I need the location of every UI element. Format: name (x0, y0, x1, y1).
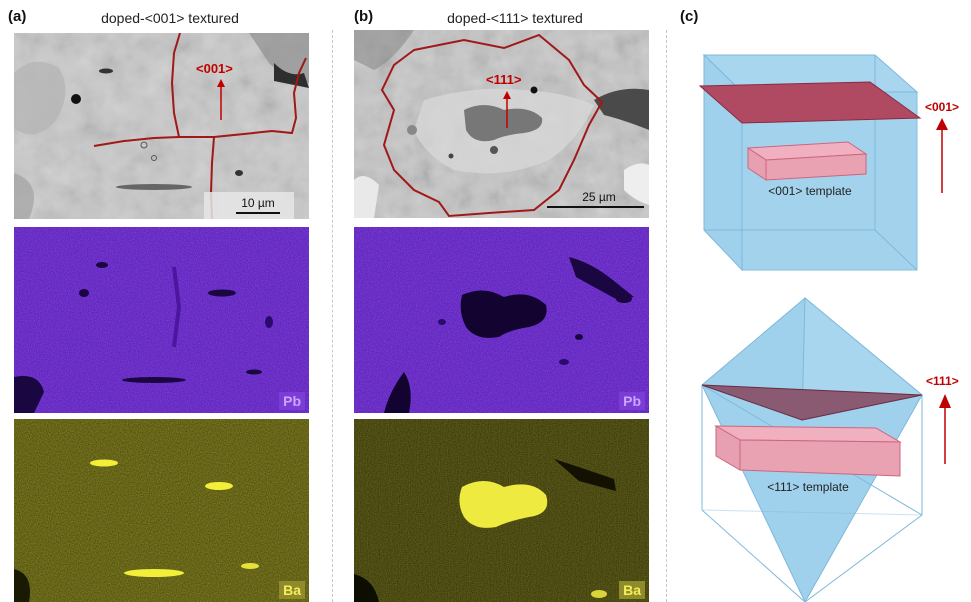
direction-111-label: <111> (926, 374, 959, 388)
ba-map-a-graphic (14, 419, 309, 602)
pb-map-b: Pb (354, 227, 649, 413)
panel-c-label: (c) (680, 8, 699, 25)
ba-map-b: Ba (354, 419, 649, 602)
panel-b-title: doped-<111> textured (447, 10, 583, 26)
panel-c-schematics: <001> template <001> <111> template <111… (680, 30, 971, 602)
sem-image-b: <111> 25 µm (354, 30, 649, 218)
panel-b-label: (b) (354, 8, 374, 25)
sem-image-a: <001> 10 µm (14, 33, 309, 219)
panel-b-direction-label: <111> (486, 72, 522, 87)
cube-001 (698, 53, 948, 272)
panel-b-scalebar-label: 25 µm (582, 190, 616, 204)
panel-a-label: (a) (8, 8, 27, 25)
ba-map-b-graphic (354, 419, 649, 602)
sem-image-a-graphic (14, 33, 309, 219)
pb-map-a-graphic (14, 227, 309, 413)
pb-element-tag-b: Pb (619, 392, 645, 410)
divider-right (666, 30, 667, 602)
octahedron-111 (701, 296, 951, 602)
pb-element-tag-a: Pb (279, 392, 305, 410)
panel-a-scalebar-label: 10 µm (241, 196, 275, 210)
panel-c-graphic (698, 53, 951, 602)
ba-element-tag-a: Ba (279, 581, 305, 599)
pb-map-b-graphic (354, 227, 649, 413)
ba-map-a: Ba (14, 419, 309, 602)
template-001-label: <001> template (768, 184, 852, 198)
template-111-label: <111> template (767, 480, 849, 494)
panel-a-direction-label: <001> (196, 61, 233, 76)
direction-001-label: <001> (925, 100, 960, 114)
ba-element-tag-b: Ba (619, 581, 645, 599)
pb-map-a: Pb (14, 227, 309, 413)
panel-a-title: doped-<001> textured (101, 10, 239, 26)
sem-image-b-graphic (354, 30, 649, 218)
divider-left (332, 30, 333, 602)
